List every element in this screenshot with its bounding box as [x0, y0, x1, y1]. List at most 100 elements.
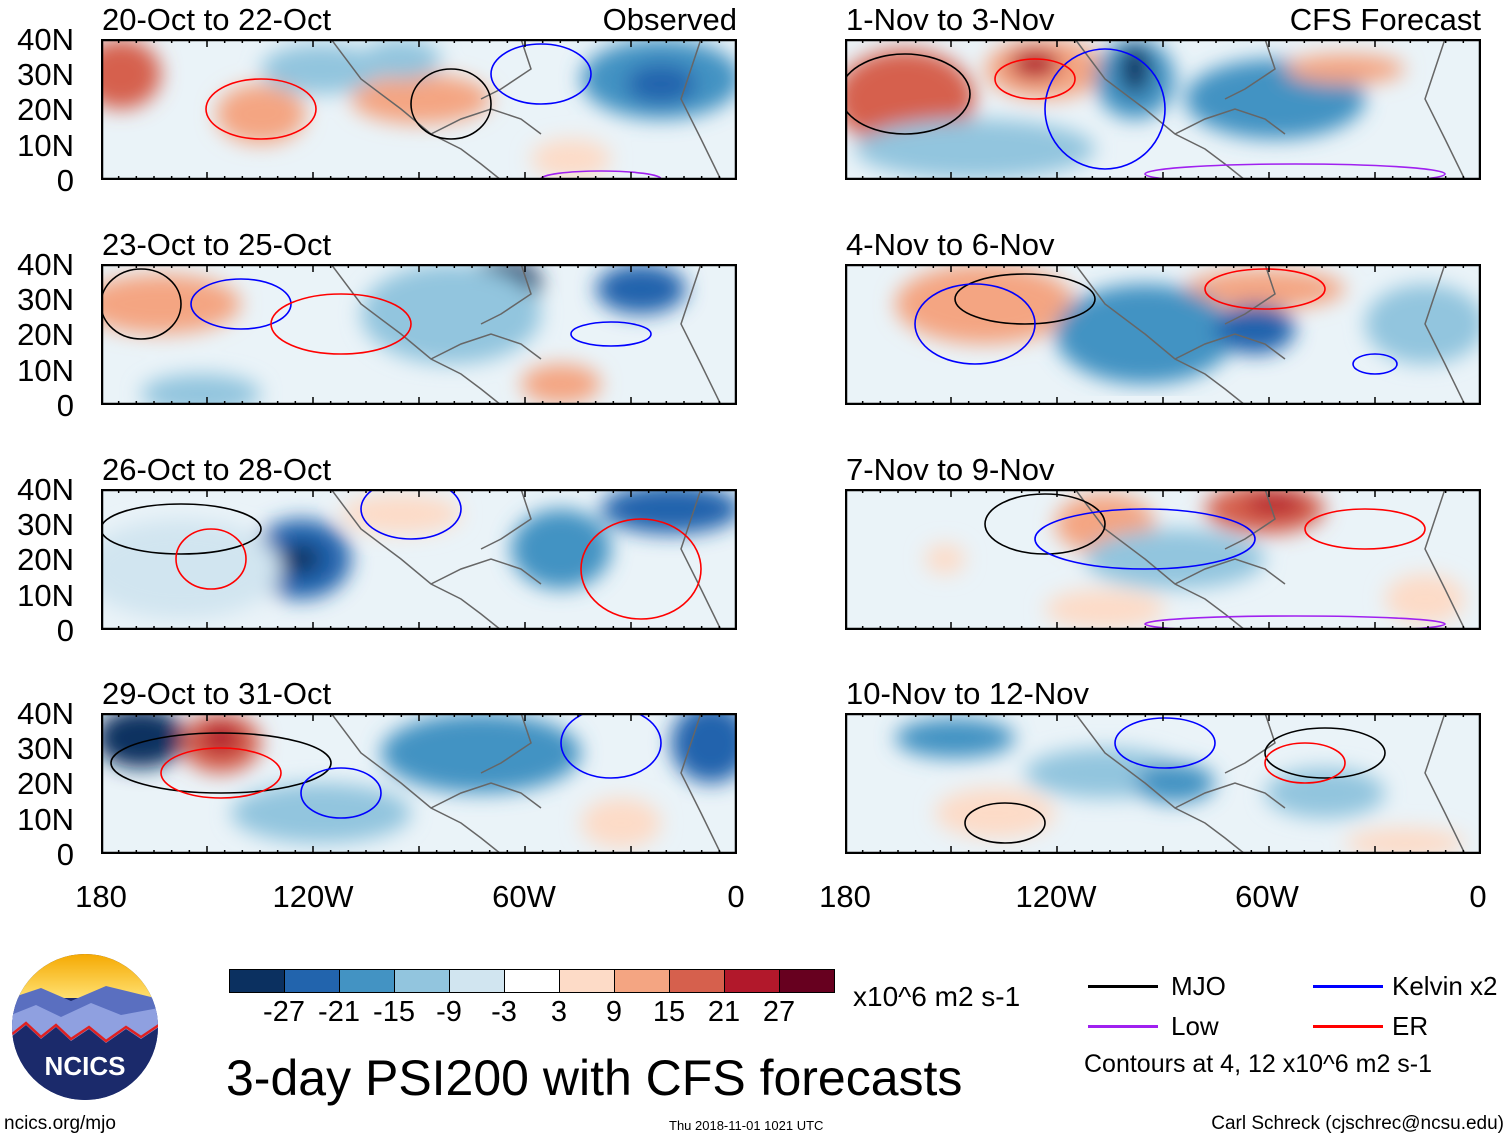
lat-label: 30N — [17, 57, 74, 93]
filter-contour — [1044, 48, 1166, 170]
lat-label: 20N — [17, 317, 74, 353]
lon-label: 180 — [75, 879, 127, 914]
anomaly-blob — [1085, 529, 1265, 589]
footer-credit: Carl Schreck (cjschrec@ncsu.edu) — [1211, 1113, 1504, 1134]
panel-title: 29-Oct to 31-Oct — [102, 676, 332, 711]
colorbar-swatch — [395, 970, 450, 992]
colorbar-label: -21 — [318, 996, 360, 1028]
map-panel — [101, 713, 737, 854]
lat-label: 30N — [17, 282, 74, 318]
anomaly-blob — [261, 44, 381, 94]
lat-label: 0 — [56, 612, 74, 648]
anomaly-blob — [1245, 494, 1305, 514]
logo-text: NCICS — [45, 1051, 126, 1081]
anomaly-blob — [855, 119, 1095, 179]
colorbar-label: -9 — [436, 996, 462, 1028]
figure-title: 3-day PSI200 with CFS forecasts — [226, 1050, 963, 1106]
anomaly-blob — [1185, 269, 1345, 309]
lat-label: 0 — [56, 387, 74, 423]
coastline — [1074, 713, 1481, 854]
colorbar-label: 27 — [762, 996, 796, 1028]
lat-label: 10N — [17, 127, 74, 163]
colorbar-label: -3 — [491, 996, 517, 1028]
anomaly-blob — [935, 788, 1055, 838]
anomaly-blob — [1120, 44, 1150, 94]
anomaly-blob — [101, 519, 281, 619]
colorbar-label: 9 — [605, 996, 623, 1028]
legend-line-low — [1088, 1025, 1158, 1028]
panel-title: 4-Nov to 6-Nov — [846, 227, 1055, 262]
colorbar-label: 21 — [707, 996, 741, 1028]
coastline — [330, 713, 737, 854]
anomaly-blob — [381, 713, 581, 793]
colorbar-label: 3 — [550, 996, 568, 1028]
filter-contour — [1352, 353, 1398, 375]
filter-contour — [1204, 268, 1326, 310]
coastline — [330, 264, 737, 405]
footer-timestamp: Thu 2018-11-01 1021 UTC — [669, 1118, 824, 1133]
coastline — [330, 489, 737, 630]
panel-title: 7-Nov to 9-Nov — [846, 452, 1055, 487]
filter-contour — [101, 503, 262, 555]
colorbar-swatch — [670, 970, 725, 992]
anomaly-blob — [101, 713, 186, 768]
anomaly-blob — [531, 139, 611, 179]
anomaly-blob — [1215, 304, 1295, 354]
lon-label: 120W — [1015, 879, 1097, 914]
colorbar-swatch — [285, 970, 340, 992]
panel-title: 20-Oct to 22-Oct — [102, 2, 332, 37]
filter-contour — [580, 518, 702, 620]
lon-label: 60W — [1235, 879, 1299, 914]
panel-title: 26-Oct to 28-Oct — [102, 452, 332, 487]
map-panel — [845, 713, 1481, 854]
colorbar-label: 15 — [652, 996, 686, 1028]
panel-title: 1-Nov to 3-Nov — [846, 2, 1055, 37]
anomaly-blob — [671, 713, 737, 783]
filter-contour — [1144, 615, 1446, 630]
lat-label: 20N — [17, 766, 74, 802]
colorbar-swatch — [505, 970, 560, 992]
footer-url[interactable]: ncics.org/mjo — [4, 1113, 116, 1134]
colorbar-label: -15 — [373, 996, 415, 1028]
map-panel — [845, 39, 1481, 180]
anomaly-blob — [601, 489, 737, 534]
panel-title: 10-Nov to 12-Nov — [846, 676, 1089, 711]
anomaly-blob — [341, 494, 461, 534]
contour-note: Contours at 4, 12 x10^6 m2 s-1 — [1084, 1050, 1433, 1078]
filter-contour — [954, 273, 1096, 325]
filter-contour — [1304, 508, 1426, 550]
colorbar — [229, 969, 835, 993]
lat-label: 40N — [17, 22, 74, 57]
lon-label: 0 — [1469, 879, 1487, 914]
lat-label: 40N — [17, 247, 74, 282]
anomaly-blob — [925, 544, 965, 574]
filter-contour — [845, 53, 971, 135]
map-panel — [101, 39, 737, 180]
anomaly-blob — [281, 544, 321, 574]
anomaly-blob — [895, 718, 1015, 758]
lat-label: 10N — [17, 801, 74, 837]
anomaly-blob — [1135, 763, 1215, 803]
legend-line-mjo — [1088, 985, 1158, 988]
anomaly-blob — [521, 364, 601, 404]
map-panel — [845, 264, 1481, 405]
legend-label-low: Low — [1171, 1011, 1219, 1041]
colorbar-swatch — [560, 970, 615, 992]
filter-contour — [270, 293, 412, 355]
anomaly-blob — [101, 39, 161, 109]
anomaly-blob — [101, 274, 241, 334]
filter-contour — [490, 43, 592, 105]
anomaly-blob — [1385, 574, 1465, 624]
anomaly-blob — [361, 39, 441, 79]
panel-title: 23-Oct to 25-Oct — [102, 227, 332, 262]
filter-contour — [914, 283, 1036, 365]
anomaly-blob — [141, 374, 261, 405]
filter-contour — [160, 747, 282, 799]
coastline — [1074, 489, 1481, 630]
anomaly-blob — [216, 84, 306, 144]
lat-label: 10N — [17, 577, 74, 613]
filter-contour — [360, 489, 462, 540]
lon-label: 0 — [727, 879, 745, 914]
colorbar-units: x10^6 m2 s-1 — [853, 981, 1021, 1012]
filter-contour — [1264, 742, 1346, 784]
